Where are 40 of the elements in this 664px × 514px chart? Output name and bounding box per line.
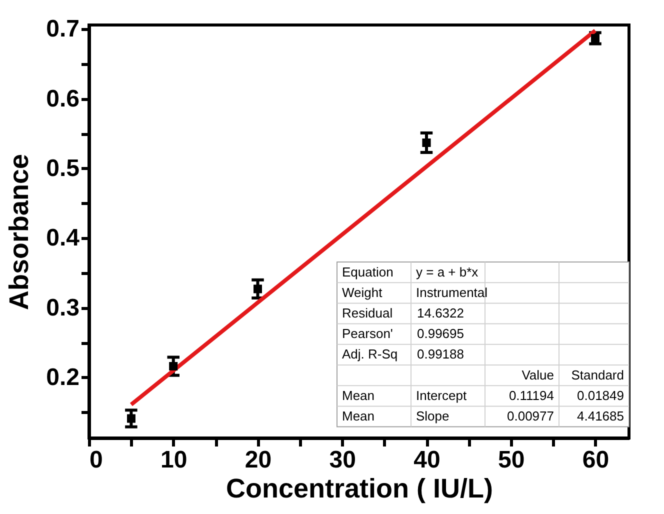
annotation: 0.00977 — [507, 408, 554, 424]
annotation: Slope — [416, 408, 450, 424]
x-tick-label: 20 — [244, 446, 272, 474]
annotation: Equation — [342, 264, 394, 280]
x-tick-label: 40 — [414, 446, 440, 474]
annotation: Weight — [342, 284, 383, 300]
annotation: 0.99695 — [417, 326, 464, 342]
y-tick-label: 0.4 — [46, 224, 80, 252]
y-tick-label: 0.7 — [46, 16, 80, 43]
x-axis-title: Concentration ( IU/L) — [226, 474, 493, 504]
annotation: Pearson' — [342, 326, 393, 342]
y-tick-label: 0.5 — [46, 154, 80, 182]
x-tick-label: 50 — [498, 446, 525, 474]
x-tick-label: 10 — [160, 446, 188, 474]
annotation: Value — [522, 367, 554, 382]
annotation: 0.11194 — [508, 388, 554, 403]
x-tick-label: 30 — [329, 446, 356, 474]
annotation: Adj. R-Sq — [342, 346, 398, 362]
x-tick-label: 0 — [90, 446, 103, 474]
annotation: 14.6322 — [417, 306, 464, 320]
y-tick-label: 0.3 — [46, 294, 80, 322]
annotation: Mean — [342, 388, 375, 403]
x-tick-label: 60 — [582, 446, 610, 474]
point — [254, 284, 262, 294]
annotation: y = a + b*x — [416, 264, 479, 280]
annotation: 0.01849 — [577, 388, 624, 403]
y-tick-label: 0.2 — [46, 364, 80, 391]
annotation: Mean — [342, 408, 375, 424]
annotation: 4.41685 — [577, 408, 624, 424]
point — [591, 34, 600, 42]
annotation: Intercept — [416, 388, 467, 403]
annotation: Standard — [571, 367, 624, 382]
point — [422, 138, 431, 147]
annotation: 0.99188 — [417, 346, 464, 362]
point — [127, 414, 136, 423]
annotation: Residual — [342, 306, 393, 320]
y-axis-title: Absorbance — [4, 154, 34, 310]
y-tick-label: 0.6 — [46, 85, 80, 112]
annotation: Instrumental — [416, 284, 488, 300]
point — [169, 362, 178, 370]
